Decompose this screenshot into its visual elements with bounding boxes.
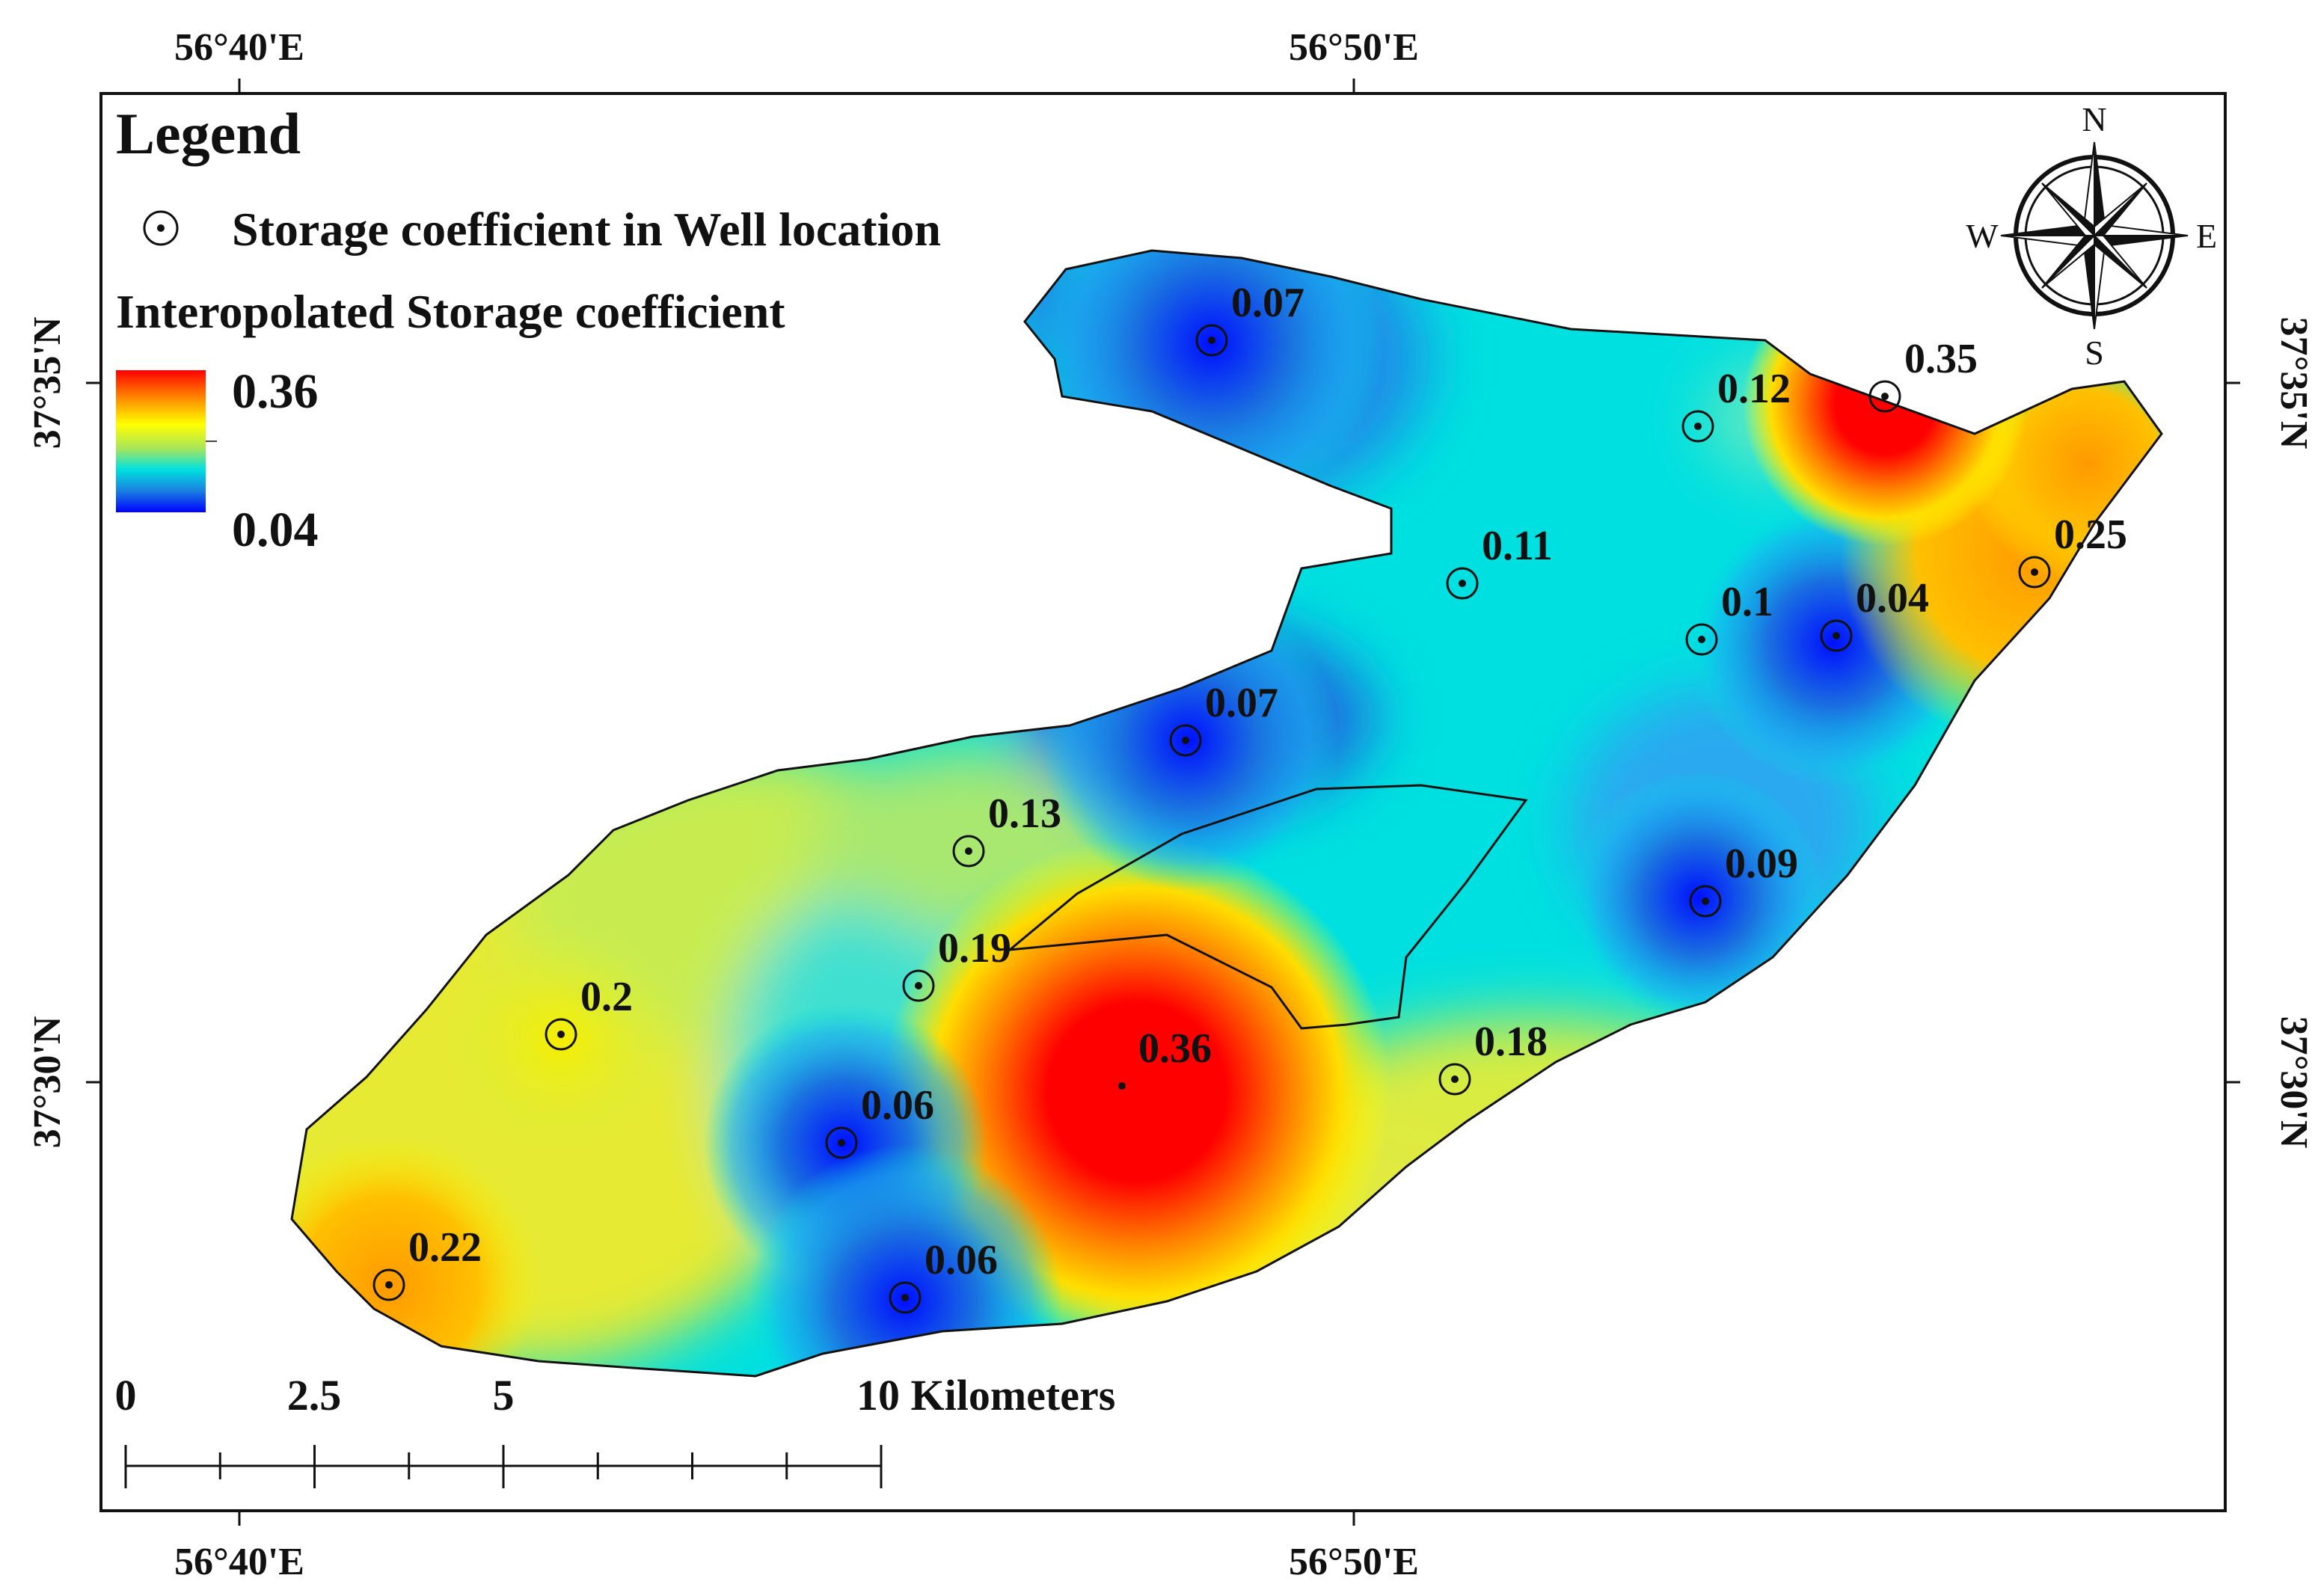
legend-min-label: 0.04 (232, 503, 319, 557)
well-label: 0.09 (1725, 841, 1798, 887)
well-marker: 0.35 (1868, 336, 1978, 413)
north-arrow-icon: N S E W (1966, 100, 2217, 372)
well-label: 0.04 (1856, 575, 1929, 621)
well-marker: 0.22 (372, 1224, 482, 1301)
well-label: 0.22 (408, 1224, 482, 1271)
well-marker: 0.06 (889, 1237, 998, 1314)
left-lat-label-2: 37°30'N (26, 1016, 69, 1149)
well-label: 0.07 (1205, 680, 1278, 726)
legend-max-label: 0.36 (232, 364, 319, 419)
well-label: 0.18 (1474, 1019, 1548, 1065)
well-label: 0.11 (1482, 523, 1553, 569)
well-marker: 0.07 (1195, 280, 1304, 357)
well-label: 0.07 (1231, 280, 1304, 326)
scale-label-10-km: 10 Kilometers (856, 1371, 1115, 1419)
bottom-lon-label-1: 56°40'E (174, 1541, 304, 1583)
left-lat-label-1: 37°35'N (26, 317, 69, 449)
well-marker: 0.12 (1681, 366, 1791, 443)
right-lat-label-2: 37°30'N (2272, 1016, 2312, 1149)
compass-n: N (2082, 100, 2106, 138)
well-points: 0.07 0.12 0.35 0.11 0.25 0.1 0.04 0.07 0… (372, 280, 2127, 1314)
scale-label-2-5: 2.5 (287, 1371, 342, 1419)
well-marker: 0.1 (1685, 579, 1773, 656)
compass-s: S (2085, 334, 2104, 372)
well-label: 0.2 (580, 974, 633, 1020)
well-marker: 0.19 (902, 925, 1011, 1002)
well-label: 0.06 (861, 1082, 934, 1129)
well-symbol-icon (143, 210, 179, 246)
well-label: 0.36 (1138, 1025, 1212, 1072)
study-area-boundary (290, 249, 2163, 1378)
top-lon-label-1: 56°40'E (174, 26, 304, 69)
legend-point-label: Storage coefficient in Well location (232, 203, 941, 256)
graticule (86, 79, 2240, 1526)
well-marker: 0.2 (545, 974, 633, 1051)
well-marker: 0.11 (1446, 523, 1553, 600)
well-marker: 0.13 (952, 791, 1061, 868)
well-marker: 0.36 (1118, 1025, 1212, 1090)
well-label: 0.06 (925, 1237, 998, 1283)
well-marker: 0.09 (1689, 841, 1798, 918)
well-marker: 0.04 (1820, 575, 1929, 652)
well-label: 0.13 (988, 791, 1061, 837)
well-label: 0.12 (1717, 366, 1791, 412)
well-marker: 0.06 (825, 1082, 934, 1159)
well-label: 0.19 (938, 925, 1011, 972)
legend-raster-label: Interopolated Storage coefficient (116, 285, 785, 338)
right-lat-label-1: 37°35'N (2272, 317, 2312, 449)
well-label: 0.35 (1904, 336, 1978, 382)
scale-bar: 0 2.5 5 10 Kilometers (115, 1371, 1115, 1488)
scale-label-0: 0 (115, 1371, 137, 1419)
bottom-lon-label-2: 56°50'E (1289, 1541, 1419, 1583)
legend-title: Legend (116, 101, 301, 166)
scale-label-5: 5 (493, 1371, 515, 1419)
compass-e: E (2196, 217, 2217, 255)
compass-w: W (1966, 217, 1999, 255)
well-label: 0.25 (2054, 512, 2127, 558)
legend-color-ramp (116, 370, 206, 512)
well-marker: 0.25 (2018, 512, 2127, 589)
well-marker: 0.18 (1438, 1019, 1548, 1096)
well-label: 0.1 (1721, 579, 1773, 625)
well-marker: 0.07 (1169, 680, 1278, 757)
top-lon-label-2: 56°50'E (1289, 26, 1419, 69)
legend: Legend Storage coefficient in Well locat… (116, 101, 941, 557)
